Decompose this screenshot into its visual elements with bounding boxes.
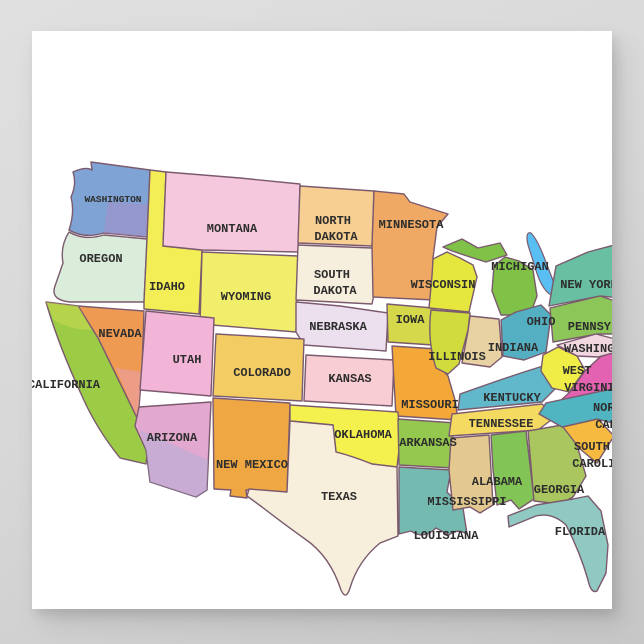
state-nebraska (295, 301, 389, 352)
state-indiana (461, 315, 503, 368)
state-label-arizona: ARIZONA (147, 431, 198, 445)
state-label-wyoming: WYOMING (221, 290, 271, 304)
state-label-west-virginia-line2: VIRGINIA (564, 381, 612, 395)
state-label-north-dakota-line1: NORTH (315, 214, 351, 228)
state-louisiana (398, 466, 468, 536)
state-texas (246, 420, 399, 596)
state-west-virginia (540, 346, 586, 393)
state-michigan (491, 256, 538, 316)
state-label-oregon: OREGON (79, 252, 122, 266)
state-label-indiana: INDIANA (488, 341, 539, 355)
state-label-south-carolina-line2: CAROLINA (572, 457, 612, 471)
state-label-mississippi: MISSISSIPPI (427, 495, 506, 509)
state-label-minnesota: MINNESOTA (379, 218, 445, 232)
state-colorado (212, 333, 305, 402)
state-label-colorado: COLORADO (233, 366, 291, 380)
state-label-missouri: MISSOURI (401, 398, 459, 412)
state-new-york (548, 244, 612, 307)
state-label-nebraska: NEBRASKA (309, 320, 367, 334)
state-label-north-carolina-line1: NORTH (593, 401, 612, 415)
state-label-montana: MONTANA (207, 222, 258, 236)
state-label-south-dakota-line2: DAKOTA (313, 284, 357, 298)
states-group (45, 161, 612, 596)
state-label-louisiana: LOUISIANA (414, 529, 480, 543)
state-label-washington-dc: WASHINGTON (564, 342, 612, 356)
state-label-arkansas: ARKANSAS (399, 436, 457, 450)
state-label-wisconsin: WISCONSIN (411, 278, 476, 292)
state-alabama (490, 430, 535, 510)
state-montana (162, 171, 301, 253)
state-california-tint (46, 302, 92, 330)
state-label-michigan: MICHIGAN (491, 260, 549, 274)
state-label-nevada: NEVADA (98, 327, 142, 341)
state-label-texas: TEXAS (321, 490, 357, 504)
state-label-tennessee: TENNESSEE (469, 417, 534, 431)
state-label-north-carolina-line2: CAROLINA (595, 418, 612, 432)
state-arizona-tint (140, 430, 208, 497)
state-labels-group: WASHINGTON OREGON IDAHO MONTANA NORTH DA… (32, 194, 612, 543)
state-minnesota (371, 190, 449, 301)
state-label-iowa: IOWA (396, 313, 426, 327)
state-utah (139, 310, 215, 397)
state-label-california: CALIFORNIA (32, 378, 101, 392)
state-label-north-dakota-line2: DAKOTA (314, 230, 358, 244)
map-poster: WASHINGTON OREGON IDAHO MONTANA NORTH DA… (32, 31, 612, 609)
state-nevada-tint (116, 368, 141, 420)
state-label-idaho: IDAHO (149, 280, 185, 294)
state-label-pennsylvania: PENNSYLVANIA (568, 320, 612, 334)
state-label-ohio: OHIO (527, 315, 556, 329)
state-label-kentucky: KENTUCKY (483, 391, 541, 405)
state-ohio (500, 304, 552, 361)
state-label-south-dakota-line1: SOUTH (314, 268, 350, 282)
state-label-illinois: ILLINOIS (428, 350, 486, 364)
state-label-new-mexico: NEW MEXICO (216, 458, 288, 472)
state-south-carolina (562, 418, 612, 464)
state-washington (68, 161, 151, 238)
us-states-map: WASHINGTON OREGON IDAHO MONTANA NORTH DA… (32, 161, 612, 596)
state-washington-tint (104, 202, 147, 237)
state-label-south-carolina-line1: SOUTH (574, 440, 610, 454)
state-label-new-york: NEW YORK (560, 278, 612, 292)
state-wisconsin (428, 251, 478, 313)
state-mississippi (448, 434, 494, 514)
state-new-mexico (212, 397, 291, 499)
state-florida (507, 495, 609, 593)
state-label-alabama: ALABAMA (472, 475, 523, 489)
state-kansas (303, 354, 395, 407)
state-label-oklahoma: OKLAHOMA (334, 428, 392, 442)
state-label-west-virginia-line1: WEST (563, 364, 592, 378)
state-illinois (429, 309, 471, 375)
state-michigan-upper-peninsula (442, 238, 508, 263)
state-label-georgia: GEORGIA (534, 483, 585, 497)
state-pennsylvania (549, 295, 612, 343)
state-label-utah: UTAH (173, 353, 202, 367)
state-arizona (134, 401, 212, 498)
state-label-washington: WASHINGTON (84, 194, 141, 205)
state-label-kansas: KANSAS (328, 372, 371, 386)
state-label-florida: FLORIDA (555, 525, 606, 539)
state-oregon (53, 231, 148, 303)
state-tennessee (448, 403, 556, 437)
